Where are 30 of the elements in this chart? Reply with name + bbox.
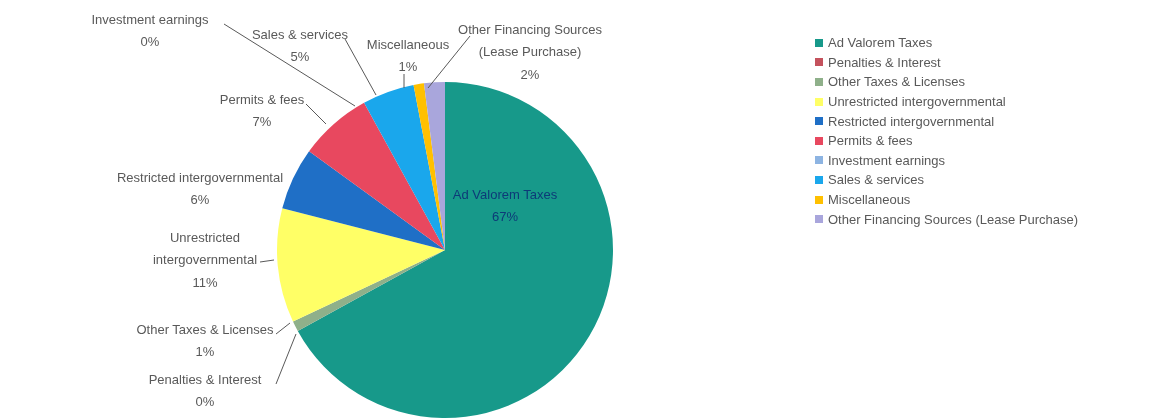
legend-label: Investment earnings	[828, 152, 946, 168]
legend-label: Unrestricted intergovernmental	[828, 94, 1006, 110]
category-label: Investment earnings	[91, 11, 209, 27]
legend-label: Penalties & Interest	[828, 54, 941, 70]
data-label: 5%	[290, 49, 310, 65]
legend-label: Other Taxes & Licenses	[828, 74, 966, 90]
slice-label: Restricted intergovernmental	[116, 169, 284, 185]
data-label: 67%	[491, 209, 519, 225]
data-label: 2%	[520, 66, 540, 82]
slice-label: Other Taxes & Licenses	[136, 321, 275, 337]
slice-label: Ad Valorem Taxes	[452, 186, 558, 202]
slice-label: Sales & services	[251, 26, 349, 42]
legend-label: Miscellaneous	[828, 192, 911, 208]
text: 0%	[195, 394, 215, 410]
data-label: 1%	[195, 344, 215, 360]
category-label: Penalties & Interest	[148, 371, 262, 387]
legend-label: Permits & fees	[828, 133, 913, 149]
legend-label: Ad Valorem Taxes	[828, 35, 933, 51]
slice-label: Other Financing Sources (Lease Purchase)	[458, 21, 603, 60]
slice-label: Miscellaneous	[366, 36, 450, 52]
slice-label: Unrestricted intergovernmental	[152, 229, 258, 268]
text: 0%	[140, 34, 160, 50]
data-label: 6%	[190, 192, 210, 208]
slice-label: Permits & fees	[219, 91, 305, 107]
data-label: 7%	[252, 114, 272, 130]
legend-label: Other Financing Sources (Lease Purchase)	[828, 211, 1079, 227]
legend-label: Sales & services	[828, 172, 925, 188]
data-label: 11%	[192, 274, 218, 290]
legend-label: Restricted intergovernmental	[828, 113, 995, 129]
data-label: 1%	[398, 59, 418, 75]
